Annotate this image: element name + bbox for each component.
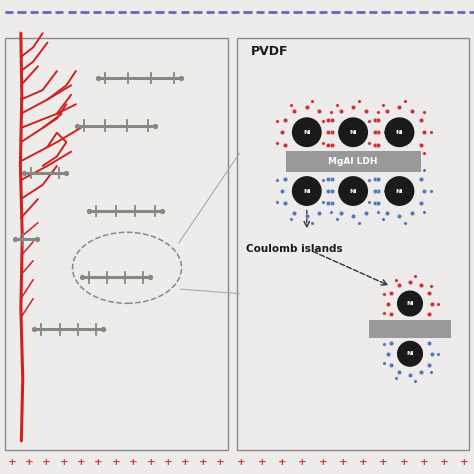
Text: +: + xyxy=(359,458,368,466)
Text: PVDF: PVDF xyxy=(251,45,289,58)
Circle shape xyxy=(292,118,321,146)
Text: +: + xyxy=(181,458,190,466)
Text: +: + xyxy=(8,458,16,466)
Text: Ni: Ni xyxy=(396,189,403,193)
Text: +: + xyxy=(419,458,428,466)
Text: +: + xyxy=(216,458,225,466)
Circle shape xyxy=(398,291,422,316)
Circle shape xyxy=(292,177,321,205)
Text: +: + xyxy=(164,458,173,466)
Text: MgAl LDH: MgAl LDH xyxy=(328,157,378,166)
Bar xyxy=(237,38,469,450)
Text: +: + xyxy=(237,458,246,466)
Circle shape xyxy=(398,341,422,366)
Bar xyxy=(5,38,228,450)
Text: Ni: Ni xyxy=(406,301,414,306)
Text: +: + xyxy=(129,458,138,466)
Text: +: + xyxy=(257,458,266,466)
Text: +: + xyxy=(199,458,208,466)
Text: +: + xyxy=(278,458,287,466)
Text: +: + xyxy=(77,458,86,466)
Circle shape xyxy=(339,177,367,205)
Text: Ni: Ni xyxy=(406,351,414,356)
Text: +: + xyxy=(112,458,120,466)
Text: +: + xyxy=(338,458,347,466)
Text: +: + xyxy=(319,458,327,466)
Circle shape xyxy=(385,118,414,146)
Text: +: + xyxy=(379,458,388,466)
Text: +: + xyxy=(25,458,34,466)
Text: +: + xyxy=(94,458,103,466)
Text: Ni: Ni xyxy=(303,189,310,193)
Bar xyxy=(368,319,451,337)
Text: Ni: Ni xyxy=(396,130,403,135)
Circle shape xyxy=(339,118,367,146)
Text: +: + xyxy=(440,458,449,466)
Text: Ni: Ni xyxy=(349,130,357,135)
Text: +: + xyxy=(60,458,68,466)
Text: +: + xyxy=(460,458,469,466)
Text: Ni: Ni xyxy=(303,130,310,135)
Bar xyxy=(285,151,421,172)
Circle shape xyxy=(385,177,414,205)
Text: +: + xyxy=(298,458,307,466)
Text: +: + xyxy=(42,458,51,466)
Text: +: + xyxy=(146,458,155,466)
Text: +: + xyxy=(400,458,408,466)
Text: Ni: Ni xyxy=(349,189,357,193)
Text: Coulomb islands: Coulomb islands xyxy=(246,244,343,254)
